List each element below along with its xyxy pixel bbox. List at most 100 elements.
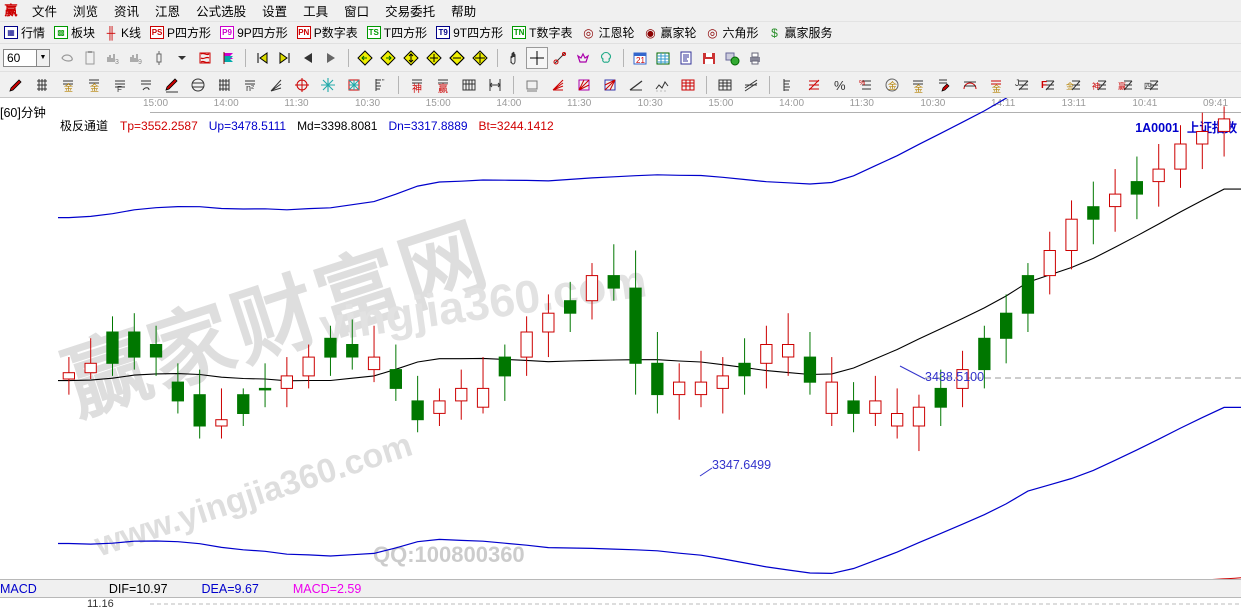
brain-tool-button[interactable]: [595, 47, 617, 69]
grid-lines-button[interactable]: [29, 74, 55, 96]
flag-button[interactable]: [217, 47, 239, 69]
menu-trade-order[interactable]: 交易委托: [377, 0, 443, 22]
zoom-out-button[interactable]: [446, 47, 468, 69]
drawing-tool-button[interactable]: [572, 47, 594, 69]
si-lines-button[interactable]: 四: [1139, 74, 1165, 96]
period-select[interactable]: 60: [3, 49, 37, 67]
number-grid-button[interactable]: [456, 74, 482, 96]
grid-4-button[interactable]: [211, 74, 237, 96]
macd-indicator-name[interactable]: MACD: [0, 582, 37, 596]
toolbar-item-winner-wheel[interactable]: ◉赢家轮: [643, 24, 696, 41]
menu-file[interactable]: 文件: [24, 0, 65, 22]
ying-lines-button[interactable]: 赢: [1113, 74, 1139, 96]
menu-tools[interactable]: 工具: [295, 0, 336, 22]
pen-red-button[interactable]: [159, 74, 185, 96]
subchart-3-button[interactable]: 3: [102, 47, 124, 69]
toolbar-item-candlestick[interactable]: ╫K线: [104, 24, 141, 41]
ladder-button[interactable]: [775, 74, 801, 96]
gann-box2-button[interactable]: [597, 74, 623, 96]
menu-settings[interactable]: 设置: [254, 0, 295, 22]
print-button[interactable]: [744, 47, 766, 69]
gann-angles-button[interactable]: [571, 74, 597, 96]
gold-fan-button[interactable]: 金: [983, 74, 1009, 96]
first-page-button[interactable]: [251, 47, 273, 69]
arc-button[interactable]: [957, 74, 983, 96]
zoom-vertical-button[interactable]: [400, 47, 422, 69]
hand-tool-button[interactable]: [503, 47, 525, 69]
span-button[interactable]: [482, 74, 508, 96]
n-squared-button[interactable]: n²: [237, 74, 263, 96]
pen-measure-button[interactable]: [931, 74, 957, 96]
zoom-in-button[interactable]: [423, 47, 445, 69]
fib-f-button[interactable]: F: [107, 74, 133, 96]
toolbar-item-hexagon[interactable]: ◎六角形: [706, 24, 759, 41]
chevron-down-icon[interactable]: ▼: [37, 49, 50, 67]
gold-lines-button[interactable]: 金: [905, 74, 931, 96]
ying-button[interactable]: 赢: [430, 74, 456, 96]
pen-tool-button[interactable]: [3, 74, 29, 96]
percent-fan-button[interactable]: [801, 74, 827, 96]
table-button[interactable]: [652, 47, 674, 69]
menu-gann[interactable]: 江恩: [147, 0, 188, 22]
measure-tool-button[interactable]: [549, 47, 571, 69]
gold-grid-2-button[interactable]: 金: [81, 74, 107, 96]
ruler-button[interactable]: ": [367, 74, 393, 96]
target-button[interactable]: [289, 74, 315, 96]
clipboard-button[interactable]: [79, 47, 101, 69]
fit-button[interactable]: [469, 47, 491, 69]
menu-browse[interactable]: 浏览: [65, 0, 106, 22]
fan-button[interactable]: [263, 74, 289, 96]
trendline-button[interactable]: [623, 74, 649, 96]
menu-window[interactable]: 窗口: [336, 0, 377, 22]
gold-grid-1-button[interactable]: 金: [55, 74, 81, 96]
report-button[interactable]: [675, 47, 697, 69]
pan-left-button[interactable]: [354, 47, 376, 69]
grid-black-button[interactable]: [712, 74, 738, 96]
save-button[interactable]: [698, 47, 720, 69]
toolbar-item-grid-quote[interactable]: ▦行情: [4, 24, 45, 41]
circle-grid-button[interactable]: [185, 74, 211, 96]
zigzag-button[interactable]: [649, 74, 675, 96]
prev-button[interactable]: [297, 47, 319, 69]
box-button[interactable]: [519, 74, 545, 96]
gann-box-button[interactable]: [194, 47, 216, 69]
toolbar-item-winner-service[interactable]: $赢家服务: [768, 24, 833, 41]
shen-button[interactable]: 神: [404, 74, 430, 96]
j-lines-button[interactable]: J: [1009, 74, 1035, 96]
shen-lines-button[interactable]: 神: [1087, 74, 1113, 96]
menu-formula-stock-picking[interactable]: 公式选股: [188, 0, 254, 22]
crosshair-toggle-button[interactable]: [56, 47, 78, 69]
fan-red-button[interactable]: [545, 74, 571, 96]
toolbar-item-gann-wheel[interactable]: ◎江恩轮: [581, 24, 634, 41]
toolbar-item-sector-blocks[interactable]: ▩板块: [54, 24, 95, 41]
grid-red-button[interactable]: [675, 74, 701, 96]
calendar-button[interactable]: 21: [629, 47, 651, 69]
spider-web-button[interactable]: [341, 74, 367, 96]
next-button[interactable]: [320, 47, 342, 69]
menu-help[interactable]: 帮助: [443, 0, 484, 22]
spiral-button[interactable]: [133, 74, 159, 96]
gold-slope-button[interactable]: 金: [1061, 74, 1087, 96]
ts-square-icon: TS: [367, 26, 381, 39]
gold-circle-button[interactable]: 金: [879, 74, 905, 96]
candle-dropdown-button[interactable]: [171, 47, 193, 69]
percent-lines-button[interactable]: %: [853, 74, 879, 96]
last-page-button[interactable]: [274, 47, 296, 69]
single-candle-button[interactable]: [148, 47, 170, 69]
f-lines-button[interactable]: F: [1035, 74, 1061, 96]
parallel-button[interactable]: [738, 74, 764, 96]
menu-news[interactable]: 资讯: [106, 0, 147, 22]
snowflake-button[interactable]: [315, 74, 341, 96]
crosshair-tool-button[interactable]: [526, 47, 548, 69]
pan-right-button[interactable]: [377, 47, 399, 69]
subchart-9-button[interactable]: 9: [125, 47, 147, 69]
network-button[interactable]: [721, 47, 743, 69]
percent-button[interactable]: %: [827, 74, 853, 96]
